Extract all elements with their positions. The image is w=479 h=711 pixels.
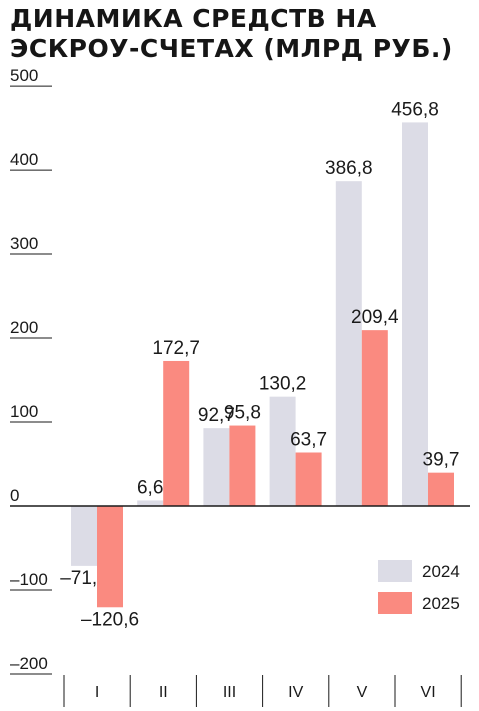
bar-2024-IV [269, 396, 296, 506]
data-label: 95,8 [224, 403, 261, 424]
bar-2025-IV [295, 452, 322, 506]
y-tick-label: 100 [10, 402, 38, 421]
category-label: I [95, 684, 99, 701]
data-label: 130,2 [259, 374, 307, 395]
legend-label-2025: 2025 [422, 594, 460, 613]
data-label: 39,7 [423, 450, 460, 471]
y-tick-label: –200 [10, 654, 48, 673]
y-tick-label: 0 [10, 486, 19, 505]
data-label: 456,8 [391, 99, 439, 120]
category-label: VI [421, 684, 436, 701]
bar-2024-VI [402, 122, 428, 506]
data-label: 386,8 [325, 158, 373, 179]
bar-2024-III [203, 428, 230, 506]
y-tick-label: 200 [10, 318, 38, 337]
chart-title: ДИНАМИКА СРЕДСТВ НА ЭСКРОУ-СЧЕТАХ (МЛРД … [10, 4, 453, 63]
bar-2025-III [229, 425, 256, 506]
data-label: 172,7 [152, 338, 200, 359]
bar-2024-V [335, 181, 362, 507]
data-label: –120,6 [81, 609, 139, 630]
bar-2024-I [71, 506, 97, 566]
category-label: IV [288, 684, 303, 701]
data-label: 63,7 [290, 430, 327, 451]
bar-2025-V [361, 330, 388, 506]
legend-label-2024: 2024 [422, 562, 460, 581]
y-tick-label: 400 [10, 150, 38, 169]
data-label: 209,4 [351, 307, 399, 328]
category-label: III [223, 684, 236, 701]
legend-swatch-2025 [378, 592, 412, 614]
bar-2025-VI [428, 472, 454, 506]
bar-2024-II [137, 500, 164, 506]
data-label: 6,6 [137, 477, 163, 498]
legend-swatch-2024 [378, 560, 412, 582]
y-tick-label: 500 [10, 66, 38, 85]
bar-2025-II [163, 360, 190, 506]
data-label: 92,7 [198, 405, 235, 426]
y-tick-label: 300 [10, 234, 38, 253]
data-label: –71,3 [60, 568, 108, 589]
y-tick-label: –100 [10, 570, 48, 589]
category-label: II [159, 684, 168, 701]
bar-2025-I [97, 506, 123, 608]
category-label: V [357, 684, 368, 701]
